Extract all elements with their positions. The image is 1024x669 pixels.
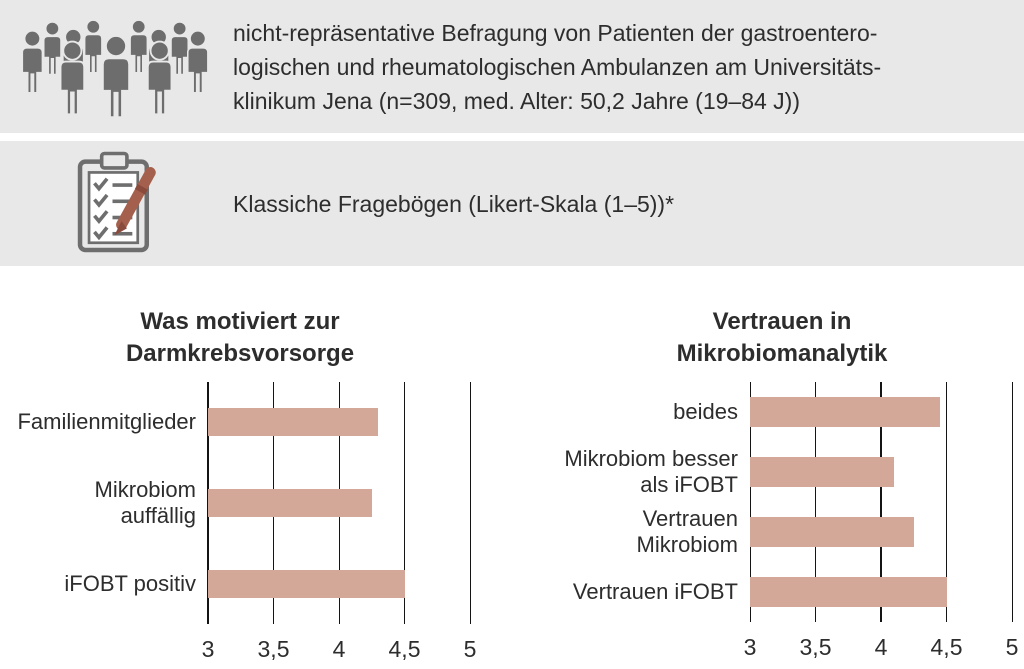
gridline-5 [469,382,471,624]
category-label: Mikrobiom auffällig [94,477,196,528]
gridline-4,5 [404,382,405,624]
bar [208,489,372,517]
gridline-4,5 [946,382,947,622]
crowd-icon [16,12,216,122]
gridline-4 [880,382,882,622]
gridline-3,5 [815,382,816,622]
x-tick-label: 5 [463,636,477,662]
bar [208,408,379,437]
category-label: Vertrauen iFOBT [572,579,738,604]
x-tick-label: 4,5 [930,634,963,660]
bar [750,457,895,487]
chart-title: Was motiviert zur Darmkrebsvorsorge [125,308,355,367]
bar [750,577,947,607]
gridline-3 [749,382,751,622]
bar [208,569,405,598]
category-label: Familienmitglieder [17,409,196,435]
x-tick-label: 3,5 [799,634,832,660]
bar [750,397,940,427]
gridline-5 [1011,382,1013,622]
chart-motivation-colon-cancer-screening: Was motiviert zur Darmkrebsvorsorge 3 3,5… [0,302,480,669]
plot-area [207,382,471,624]
chart-trust-microbiome-analytics: Vertrauen in Mikrobiomanalytik 3 3,5 4 4,5 5… [540,302,1024,669]
x-tick-label: 3 [201,636,215,662]
x-tick-label: 4,5 [388,636,421,662]
category-label: beides [673,399,738,424]
survey-description: nicht-repräsentative Befragung von Patie… [233,19,882,114]
chart-title: Vertrauen in Mikrobiomanalytik [676,308,888,367]
bar [750,517,914,547]
x-tick-label: 4 [874,634,888,660]
x-tick-label: 3 [743,634,757,660]
x-tick-label: 5 [1005,634,1019,660]
x-tick-label: 3,5 [257,636,290,662]
questionnaire-description: Klassiche Fragebögen (Likert-Skala (1–5)… [233,190,675,217]
questionnaire-info-box: Klassiche Fragebögen (Likert-Skala (1–5)… [0,141,1024,266]
category-label: iFOBT positiv [64,570,196,596]
category-label: Mikrobiom besser als iFOBT [564,446,738,497]
x-tick-label: 4 [332,636,346,662]
category-label: Vertrauen Mikrobiom [636,506,738,557]
clipboard-pen-icon [58,149,176,259]
survey-info-box: nicht-repräsentative Befragung von Patie… [0,0,1024,133]
plot-area [749,382,1013,622]
